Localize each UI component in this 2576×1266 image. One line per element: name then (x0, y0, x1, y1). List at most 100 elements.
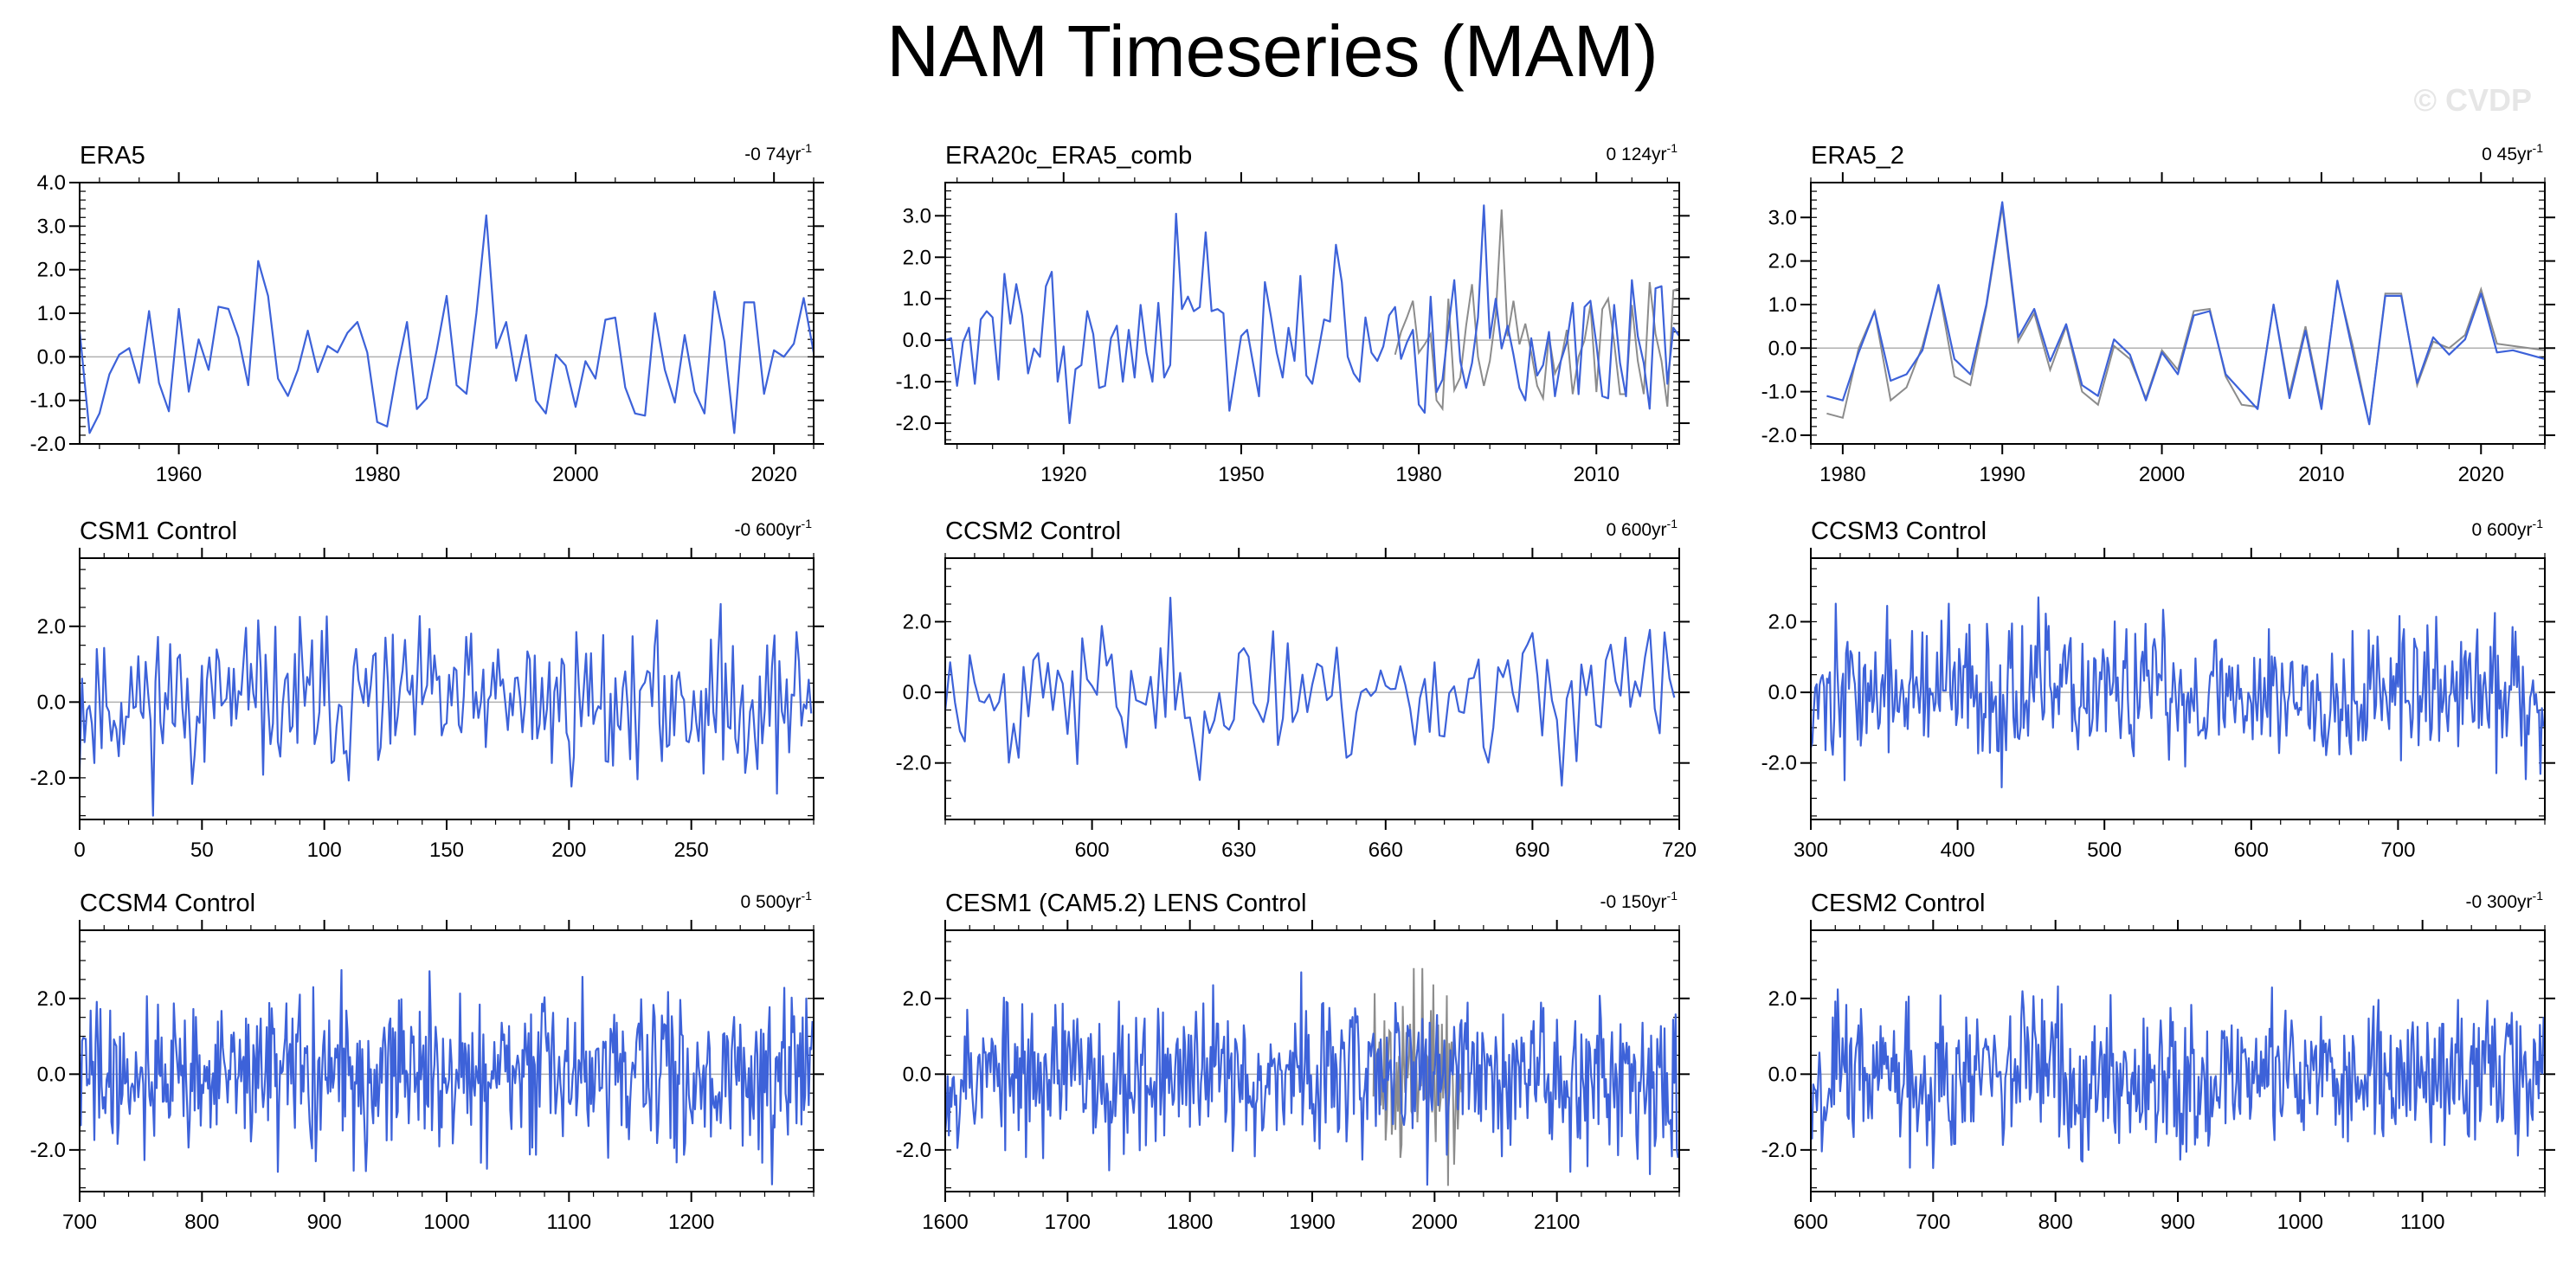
x-tick-label: 50 (190, 839, 214, 862)
nam-series-line (80, 968, 814, 1186)
x-tick-label: 1980 (1395, 463, 1441, 486)
x-tick-label: 690 (1515, 839, 1549, 862)
nam-series-line (945, 204, 1679, 425)
x-tick-label: 900 (2161, 1211, 2195, 1234)
panel-ccsm4-control: CCSM4 Control 0 500yr-1 2.0 0.0 -2.0 700 800 90… (30, 889, 824, 1234)
y-tick-label: 2.0 (37, 259, 66, 282)
x-tick-label: 150 (429, 839, 464, 862)
x-tick-label: 1800 (1167, 1211, 1213, 1234)
nam-series-line (945, 971, 1679, 1186)
y-tick-label: -2.0 (1761, 752, 1797, 775)
trend-label: 0 600yr-1 (1607, 517, 1678, 540)
x-tick-label: 2020 (2458, 463, 2504, 486)
x-tick-label: 1990 (1980, 463, 2025, 486)
reference-series-line (1826, 206, 2545, 425)
figure-title: NAM Timeseries (MAM) (886, 10, 1658, 92)
nam-series-line (1811, 596, 2545, 789)
x-tick-label: 600 (1794, 1211, 1828, 1234)
y-tick-label: 0.0 (903, 1063, 931, 1086)
x-tick-label: 1950 (1218, 463, 1264, 486)
y-tick-label: 0.0 (37, 1063, 66, 1086)
y-tick-label: 0.0 (1768, 681, 1797, 704)
y-tick-label: 0.0 (1768, 337, 1797, 360)
cvdp-watermark: © CVDP (2413, 82, 2532, 118)
y-tick-label: 2.0 (37, 987, 66, 1011)
x-tick-label: 1980 (354, 463, 400, 486)
x-tick-label: 1100 (547, 1211, 592, 1234)
y-tick-label: 2.0 (1768, 987, 1797, 1011)
trend-label: -0 74yr-1 (744, 141, 812, 164)
panel-era5-2: ERA5_2 0 45yr-1 3.0 2.0 1.0 0.0 -1.0 -2.0 1980 19… (1761, 141, 2555, 486)
y-tick-label: 1.0 (903, 287, 931, 311)
panel-title: CCSM4 Control (80, 890, 255, 917)
x-tick-label: 660 (1368, 839, 1403, 862)
y-tick-label: 2.0 (903, 246, 931, 269)
plot-frame (1810, 929, 2546, 1192)
y-tick-label: -1.0 (1761, 381, 1797, 404)
x-tick-label: 630 (1221, 839, 1256, 862)
panel-era20c-era5-comb: ERA20c_ERA5_comb 0 124yr-1 3.0 2.0 1.0 0.0 -1.… (896, 141, 1690, 486)
y-tick-label: -1.0 (30, 389, 66, 413)
x-tick-label: 1900 (1289, 1211, 1335, 1234)
panel-grid: ERA5 -0 74yr-1 4.0 3.0 2.0 1.0 0.0 -1.0 -2.0 1960… (30, 141, 2555, 1234)
x-tick-label: 800 (184, 1211, 219, 1234)
x-tick-label: 700 (1916, 1211, 1950, 1234)
x-tick-label: 400 (1941, 839, 1975, 862)
y-tick-label: -2.0 (896, 412, 931, 435)
panel-title: CESM2 Control (1811, 890, 1985, 917)
x-tick-label: 2010 (2298, 463, 2344, 486)
nam-series-line (1826, 201, 2545, 426)
plot-frame (1810, 182, 2546, 445)
y-tick-label: -2.0 (896, 752, 931, 775)
y-tick-label: 3.0 (1768, 206, 1797, 229)
y-tick-label: 2.0 (1768, 610, 1797, 633)
x-tick-label: 1920 (1040, 463, 1086, 486)
nam-series-line (1811, 985, 2545, 1170)
plot-frame (944, 557, 1680, 820)
plot-frame (79, 929, 815, 1192)
panel-ccsm2-control: CCSM2 Control 0 600yr-1 2.0 0.0 -2.0 600 630 66… (896, 517, 1697, 862)
trend-label: -0 150yr-1 (1600, 889, 1678, 912)
y-tick-label: 1.0 (37, 302, 66, 325)
plot-frame (79, 557, 815, 820)
x-tick-label: 2010 (1574, 463, 1620, 486)
x-tick-label: 2000 (2139, 463, 2185, 486)
x-tick-label: 1960 (156, 463, 202, 486)
y-tick-label: 1.0 (1768, 293, 1797, 317)
y-tick-label: 0.0 (903, 681, 931, 704)
x-tick-label: 1980 (1819, 463, 1865, 486)
y-tick-label: 2.0 (37, 615, 66, 639)
panel-title: ERA20c_ERA5_comb (945, 142, 1192, 170)
y-tick-label: 2.0 (903, 610, 931, 633)
trend-label: 0 45yr-1 (2482, 141, 2543, 164)
plot-frame (1810, 557, 2546, 820)
panel-title: CCSM3 Control (1811, 517, 1987, 545)
x-tick-label: 1600 (922, 1211, 968, 1234)
x-tick-label: 250 (674, 839, 709, 862)
y-tick-label: 2.0 (903, 987, 931, 1011)
x-tick-label: 900 (307, 1211, 342, 1234)
x-tick-label: 1000 (423, 1211, 469, 1234)
plot-frame (944, 182, 1680, 445)
panel-era5: ERA5 -0 74yr-1 4.0 3.0 2.0 1.0 0.0 -1.0 -2.0 1960… (30, 141, 824, 486)
x-tick-label: 600 (2234, 839, 2269, 862)
panel-cesm1-cam5-2-lens-control: CESM1 (CAM5.2) LENS Control -0 150yr-1 2.0… (896, 889, 1690, 1234)
y-tick-label: 0.0 (37, 345, 66, 369)
y-tick-label: -2.0 (1761, 424, 1797, 447)
panel-cesm2-control: CESM2 Control -0 300yr-1 2.0 0.0 -2.0 600 700 8… (1761, 889, 2555, 1234)
x-tick-label: 2100 (1534, 1211, 1580, 1234)
x-tick-label: 720 (1662, 839, 1697, 862)
y-tick-label: -2.0 (1761, 1139, 1797, 1162)
y-tick-label: 0.0 (903, 329, 931, 352)
panel-title: ERA5 (80, 142, 145, 170)
y-tick-label: 4.0 (37, 171, 66, 195)
x-tick-label: 2000 (1412, 1211, 1458, 1234)
y-tick-label: 3.0 (37, 215, 66, 238)
x-tick-label: 200 (551, 839, 586, 862)
x-tick-label: 1200 (668, 1211, 714, 1234)
panel-title: CESM1 (CAM5.2) LENS Control (945, 890, 1306, 917)
y-tick-label: 0.0 (1768, 1063, 1797, 1086)
x-tick-label: 1000 (2277, 1211, 2323, 1234)
y-tick-label: 0.0 (37, 691, 66, 714)
